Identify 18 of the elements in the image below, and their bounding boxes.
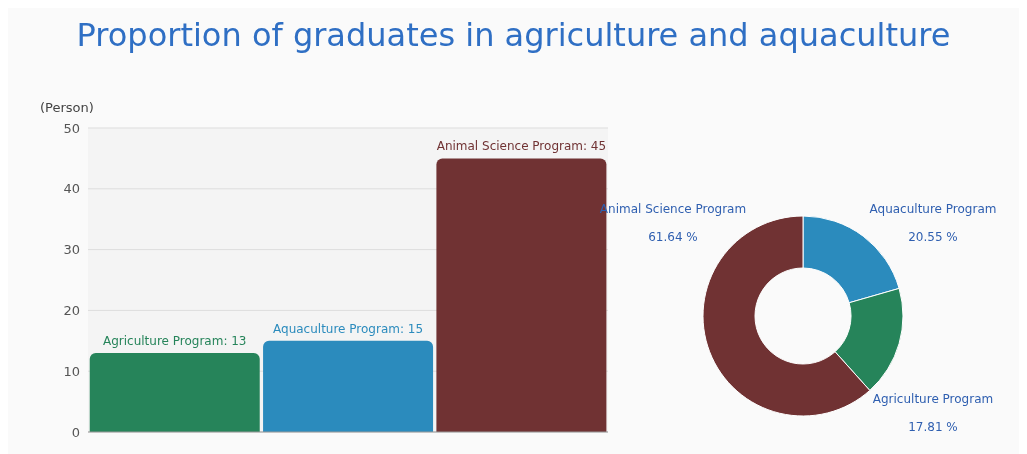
bar: [263, 340, 434, 432]
data-label: Aquaculture Program: 15: [273, 321, 424, 336]
y-axis-title: (Person): [40, 100, 94, 115]
y-tick-label: 20: [63, 303, 80, 319]
data-label: 17.81 %: [908, 420, 958, 434]
y-tick-label: 50: [63, 120, 80, 136]
y-tick-label: 10: [63, 363, 80, 379]
data-label: Agriculture Program: 13: [102, 333, 247, 348]
data-label: 20.55 %: [908, 230, 958, 244]
chart-title: Proportion of graduates in agriculture and aquaculture: [75, 16, 952, 54]
y-tick-label: 30: [63, 242, 80, 258]
bar: [89, 352, 260, 432]
y-tick-label: 40: [63, 181, 80, 197]
data-label: 61.64 %: [648, 230, 698, 244]
slice-label: Aquaculture Program: [869, 202, 997, 216]
y-tick-label: 0: [71, 424, 80, 440]
data-label: Animal Science Program: 45: [436, 139, 607, 154]
slice-label: Agriculture Program: [872, 392, 994, 406]
